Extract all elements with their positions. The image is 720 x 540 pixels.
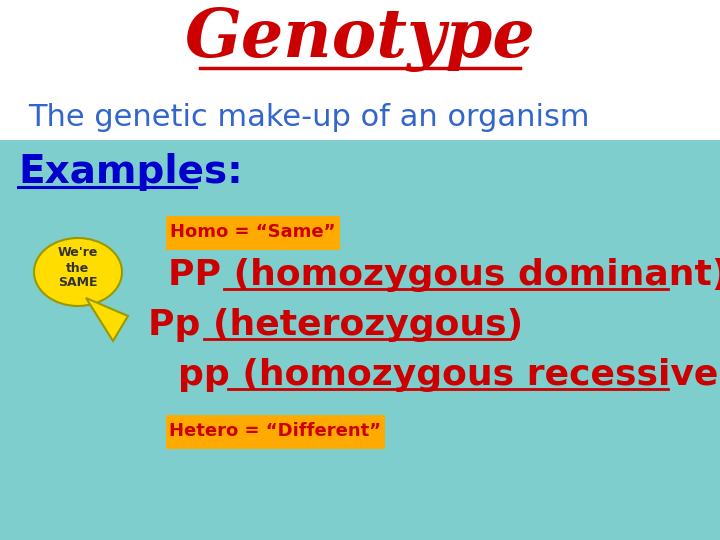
Text: The genetic make-up of an organism: The genetic make-up of an organism xyxy=(28,104,590,132)
Text: PP (homozygous dominant): PP (homozygous dominant) xyxy=(168,258,720,292)
Text: Examples:: Examples: xyxy=(18,153,243,191)
Text: pp (homozygous recessive): pp (homozygous recessive) xyxy=(178,358,720,392)
Text: We're
the
SAME: We're the SAME xyxy=(58,246,98,289)
FancyBboxPatch shape xyxy=(166,415,385,449)
FancyBboxPatch shape xyxy=(166,216,340,250)
Text: Hetero = “Different”: Hetero = “Different” xyxy=(169,422,382,440)
Text: Genotype: Genotype xyxy=(184,8,536,72)
Ellipse shape xyxy=(34,238,122,306)
Polygon shape xyxy=(86,298,128,341)
Text: Pp (heterozygous): Pp (heterozygous) xyxy=(148,308,523,342)
FancyBboxPatch shape xyxy=(0,0,720,140)
Text: Homo = “Same”: Homo = “Same” xyxy=(170,223,336,241)
